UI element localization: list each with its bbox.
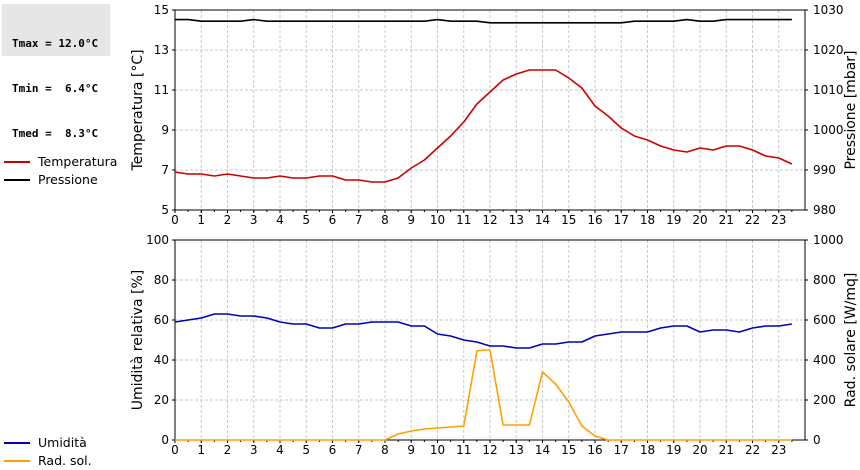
- hum-xtick-label: 0: [171, 443, 179, 457]
- hum-ytick-left-label: 40: [154, 353, 169, 367]
- temp-xtick-label: 10: [430, 213, 445, 227]
- temp-ylabel-left: Temperatura [°C]: [130, 49, 146, 171]
- temp-xtick-label: 1: [197, 213, 205, 227]
- temp-ytick-right-label: 1010: [813, 83, 844, 97]
- hum-xtick-label: 2: [224, 443, 232, 457]
- stat-tmed: Tmed = 8.3°C: [12, 127, 99, 140]
- legend-swatch-temperatura: [4, 161, 30, 163]
- temp-ytick-left-label: 7: [161, 163, 169, 177]
- hum-xtick-label: 21: [719, 443, 734, 457]
- hum-ytick-left-label: 100: [146, 233, 169, 247]
- legend-label-umidita: Umidità: [38, 435, 87, 450]
- temp-xtick-label: 18: [640, 213, 655, 227]
- hum-xtick-label: 20: [692, 443, 707, 457]
- temp-xtick-label: 5: [302, 213, 310, 227]
- temp-xtick-label: 19: [666, 213, 681, 227]
- temp-ytick-right-label: 1020: [813, 43, 844, 57]
- legend-top: Temperatura Pressione: [4, 153, 117, 189]
- charts-svg: 0 1 2 3 4 5 6 7 8 9 10 11 12 13 14 15 16 17 18 19 20 21 22 2357…: [130, 3, 859, 457]
- hum-ytick-right-label: 1000: [813, 233, 844, 247]
- temp-xtick-label: 16: [587, 213, 602, 227]
- temp-frame: [174, 9, 806, 211]
- hum-series-0: [174, 313, 793, 349]
- temp-xtick-label: 2: [224, 213, 232, 227]
- temp-xtick-label: 12: [482, 213, 497, 227]
- hum-ytick-right-label: 600: [813, 313, 836, 327]
- stat-tmax: Tmax = 12.0°C: [12, 37, 99, 50]
- hum-ytick-right-label: 400: [813, 353, 836, 367]
- hum-ylabel-left: Umidità relativa [%]: [130, 270, 146, 411]
- temp-ytick-right-label: 980: [813, 203, 836, 217]
- hum-xtick-label: 3: [250, 443, 258, 457]
- hum-xtick-label: 13: [509, 443, 524, 457]
- hum-xtick-label: 5: [302, 443, 310, 457]
- temp-ytick-left-label: 15: [154, 3, 169, 17]
- hum-xtick-label: 23: [771, 443, 786, 457]
- temp-xtick-label: 9: [407, 213, 415, 227]
- stat-tmin: Tmin = 6.4°C: [12, 82, 99, 95]
- hum-xtick-label: 14: [535, 443, 550, 457]
- hum-xtick-label: 22: [745, 443, 760, 457]
- hum-series-1: [175, 349, 792, 441]
- temp-xtick-label: 21: [719, 213, 734, 227]
- hum-xtick-label: 8: [381, 443, 389, 457]
- temp-xtick-label: 11: [456, 213, 471, 227]
- hum-xtick-label: 4: [276, 443, 284, 457]
- temp-xtick-label: 0: [171, 213, 179, 227]
- temp-xtick-label: 6: [329, 213, 337, 227]
- temp-ytick-left-label: 5: [161, 203, 169, 217]
- hum-ylabel-right: Rad. solare [W/mq]: [843, 273, 859, 408]
- temp-xtick-label: 20: [692, 213, 707, 227]
- temp-series-1: [175, 18, 792, 24]
- hum-xtick-label: 12: [482, 443, 497, 457]
- temp-xtick-label: 8: [381, 213, 389, 227]
- legend-swatch-umidita: [4, 442, 30, 444]
- hum-xtick-label: 16: [587, 443, 602, 457]
- temp-xtick-label: 4: [276, 213, 284, 227]
- hum-xtick-label: 15: [561, 443, 576, 457]
- legend-item-pressione: Pressione: [4, 171, 117, 189]
- temp-xtick-label: 15: [561, 213, 576, 227]
- temp-series-0: [174, 69, 793, 183]
- hum-ytick-right-label: 200: [813, 393, 836, 407]
- hum-xtick-label: 19: [666, 443, 681, 457]
- temp-ytick-left-label: 13: [154, 43, 169, 57]
- hum-ytick-left-label: 60: [154, 313, 169, 327]
- temp-xtick-label: 17: [614, 213, 629, 227]
- legend-item-umidita: Umidità: [4, 434, 92, 452]
- hum-xtick-label: 17: [614, 443, 629, 457]
- temp-ytick-left-label: 11: [154, 83, 169, 97]
- hum-xtick-label: 9: [407, 443, 415, 457]
- hum-ytick-right-label: 800: [813, 273, 836, 287]
- temp-xtick-label: 22: [745, 213, 760, 227]
- temp-ytick-left-label: 9: [161, 123, 169, 137]
- hum-xtick-label: 11: [456, 443, 471, 457]
- temp-xtick-label: 14: [535, 213, 550, 227]
- hum-xtick-label: 1: [197, 443, 205, 457]
- legend-label-temperatura: Temperatura: [38, 154, 118, 169]
- temp-xtick-label: 3: [250, 213, 258, 227]
- temp-ytick-right-label: 1030: [813, 3, 844, 17]
- hum-xtick-label: 18: [640, 443, 655, 457]
- legend-item-temperatura: Temperatura: [4, 153, 117, 171]
- legend-swatch-rad-sol: [4, 460, 30, 462]
- hum-ytick-left-label: 20: [154, 393, 169, 407]
- hum-xtick-label: 6: [329, 443, 337, 457]
- legend-label-pressione: Pressione: [38, 172, 98, 187]
- stats-box: Tmax = 12.0°C Tmin = 6.4°C Tmed = 8.3°C: [2, 4, 110, 140]
- hum-ytick-left-label: 80: [154, 273, 169, 287]
- hum-ytick-left-label: 0: [161, 433, 169, 447]
- temp-ytick-right-label: 990: [813, 163, 836, 177]
- temp-ylabel-right: Pressione [mbar]: [843, 50, 859, 169]
- temp-xtick-label: 7: [355, 213, 363, 227]
- hum-ytick-right-label: 0: [813, 433, 821, 447]
- hum-xtick-label: 10: [430, 443, 445, 457]
- legend-swatch-pressione: [4, 179, 30, 181]
- temp-ytick-right-label: 1000: [813, 123, 844, 137]
- temp-xtick-label: 13: [509, 213, 524, 227]
- hum-frame: [174, 239, 806, 441]
- temp-xtick-label: 23: [771, 213, 786, 227]
- hum-xtick-label: 7: [355, 443, 363, 457]
